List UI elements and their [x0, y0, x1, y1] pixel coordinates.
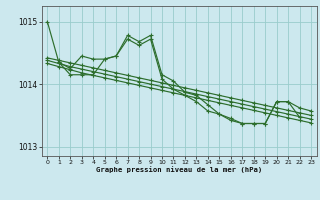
X-axis label: Graphe pression niveau de la mer (hPa): Graphe pression niveau de la mer (hPa) — [96, 167, 262, 173]
